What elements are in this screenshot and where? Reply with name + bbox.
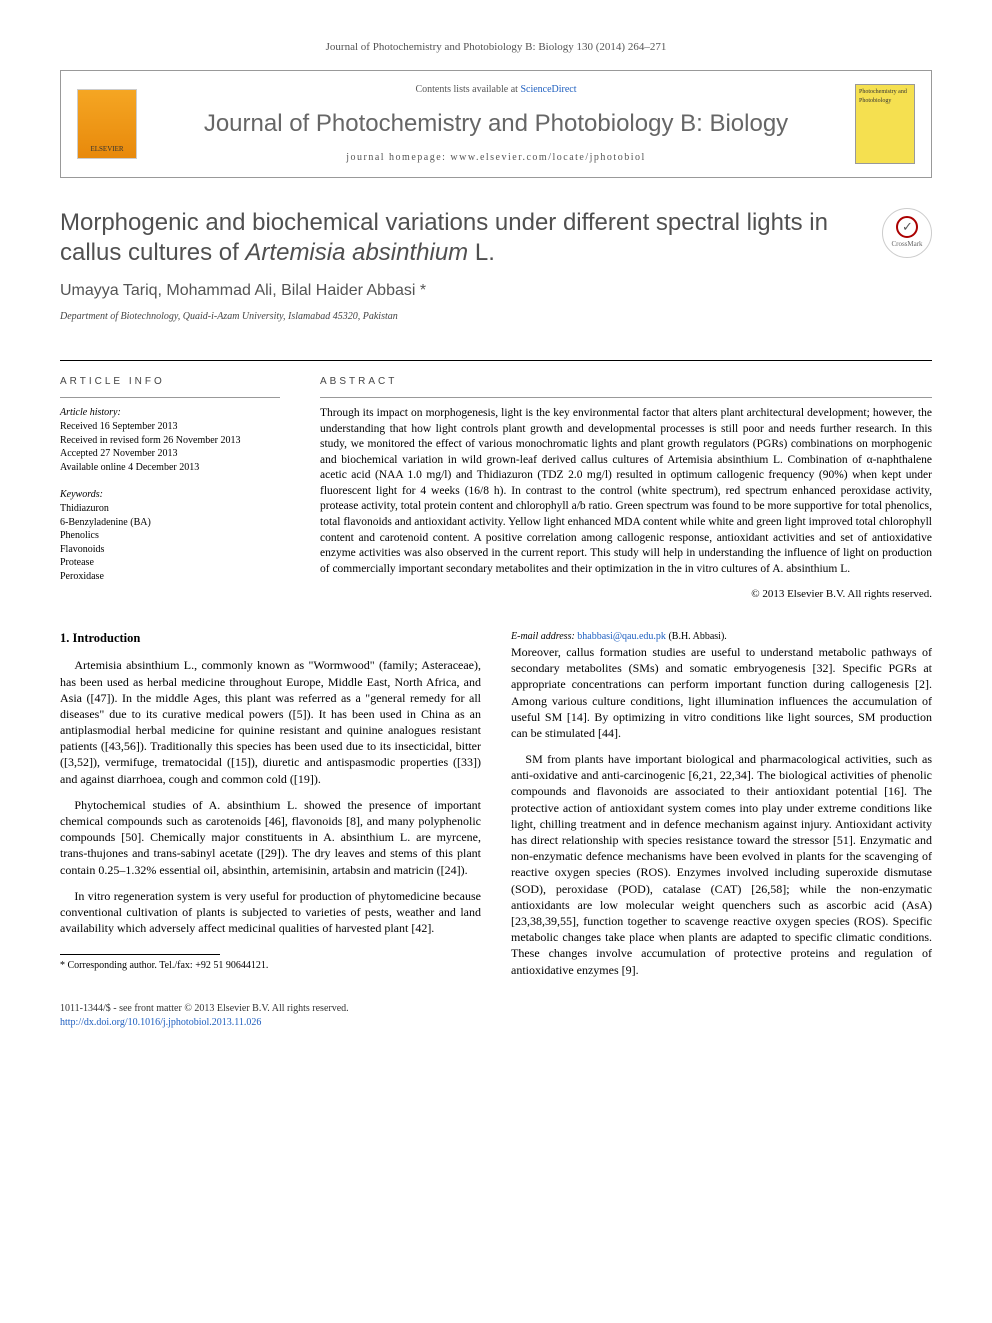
footnote-divider xyxy=(60,954,220,955)
crossmark-badge[interactable]: CrossMark xyxy=(882,208,932,258)
journal-ref-line: Journal of Photochemistry and Photobiolo… xyxy=(60,40,932,55)
paragraph: Phytochemical studies of A. absinthium L… xyxy=(60,797,481,878)
paragraph: Artemisia absinthium L., commonly known … xyxy=(60,657,481,787)
corresponding-email-line: E-mail address: bhabbasi@qau.edu.pk (B.H… xyxy=(511,630,932,644)
paragraph: Moreover, callus formation studies are u… xyxy=(511,644,932,741)
footer-issn-line: 1011-1344/$ - see front matter © 2013 El… xyxy=(60,1002,932,1016)
keyword: Peroxidase xyxy=(60,570,280,584)
keyword: Phenolics xyxy=(60,529,280,543)
history-accepted: Accepted 27 November 2013 xyxy=(60,447,280,461)
journal-name: Journal of Photochemistry and Photobiolo… xyxy=(155,107,837,141)
section-1-heading: 1. Introduction xyxy=(60,630,481,647)
corresponding-author: * Corresponding author. Tel./fax: +92 51… xyxy=(60,959,481,973)
crossmark-label: CrossMark xyxy=(891,240,922,250)
sciencedirect-link[interactable]: ScienceDirect xyxy=(520,84,576,95)
keyword: 6-Benzyladenine (BA) xyxy=(60,516,280,530)
paragraph: In vitro regeneration system is very use… xyxy=(60,888,481,937)
body-columns: 1. Introduction Artemisia absinthium L.,… xyxy=(60,630,932,980)
history-online: Available online 4 December 2013 xyxy=(60,461,280,475)
history-label: Article history: xyxy=(60,406,280,420)
contents-line: Contents lists available at ScienceDirec… xyxy=(155,83,837,97)
title-part-b: L. xyxy=(468,239,495,266)
journal-header-box: ELSEVIER Contents lists available at Sci… xyxy=(60,70,932,178)
authors-line: Umayya Tariq, Mohammad Ali, Bilal Haider… xyxy=(60,280,862,302)
abstract: abstract Through its impact on morphogen… xyxy=(320,375,932,602)
contents-prefix: Contents lists available at xyxy=(415,84,520,95)
keyword: Flavonoids xyxy=(60,543,280,557)
header-center: Contents lists available at ScienceDirec… xyxy=(155,83,837,165)
page-footer: 1011-1344/$ - see front matter © 2013 El… xyxy=(60,1002,932,1030)
affiliation: Department of Biotechnology, Quaid-i-Aza… xyxy=(60,310,862,324)
article-info: article info Article history: Received 1… xyxy=(60,375,280,602)
crossmark-icon xyxy=(896,216,918,238)
keyword: Protease xyxy=(60,556,280,570)
keyword: Thidiazuron xyxy=(60,502,280,516)
email-link[interactable]: bhabbasi@qau.edu.pk xyxy=(577,631,666,642)
meta-row: article info Article history: Received 1… xyxy=(60,360,932,602)
history-received: Received 16 September 2013 xyxy=(60,420,280,434)
title-italic-species: Artemisia absinthium xyxy=(245,239,468,266)
article-info-heading: article info xyxy=(60,375,280,398)
title-block: Morphogenic and biochemical variations u… xyxy=(60,208,932,342)
email-label: E-mail address: xyxy=(511,631,575,642)
journal-cover-thumb: Photochemistry and Photobiology xyxy=(855,84,915,164)
paragraph: SM from plants have important biological… xyxy=(511,751,932,978)
email-suffix: (B.H. Abbasi). xyxy=(666,631,727,642)
keywords-label: Keywords: xyxy=(60,488,280,502)
copyright: © 2013 Elsevier B.V. All rights reserved… xyxy=(320,587,932,602)
article-title: Morphogenic and biochemical variations u… xyxy=(60,208,862,268)
history-revised: Received in revised form 26 November 201… xyxy=(60,434,280,448)
journal-homepage: journal homepage: www.elsevier.com/locat… xyxy=(155,151,837,165)
abstract-body: Through its impact on morphogenesis, lig… xyxy=(320,406,932,577)
elsevier-logo: ELSEVIER xyxy=(77,89,137,159)
doi-link[interactable]: http://dx.doi.org/10.1016/j.jphotobiol.2… xyxy=(60,1017,261,1028)
abstract-heading: abstract xyxy=(320,375,932,398)
